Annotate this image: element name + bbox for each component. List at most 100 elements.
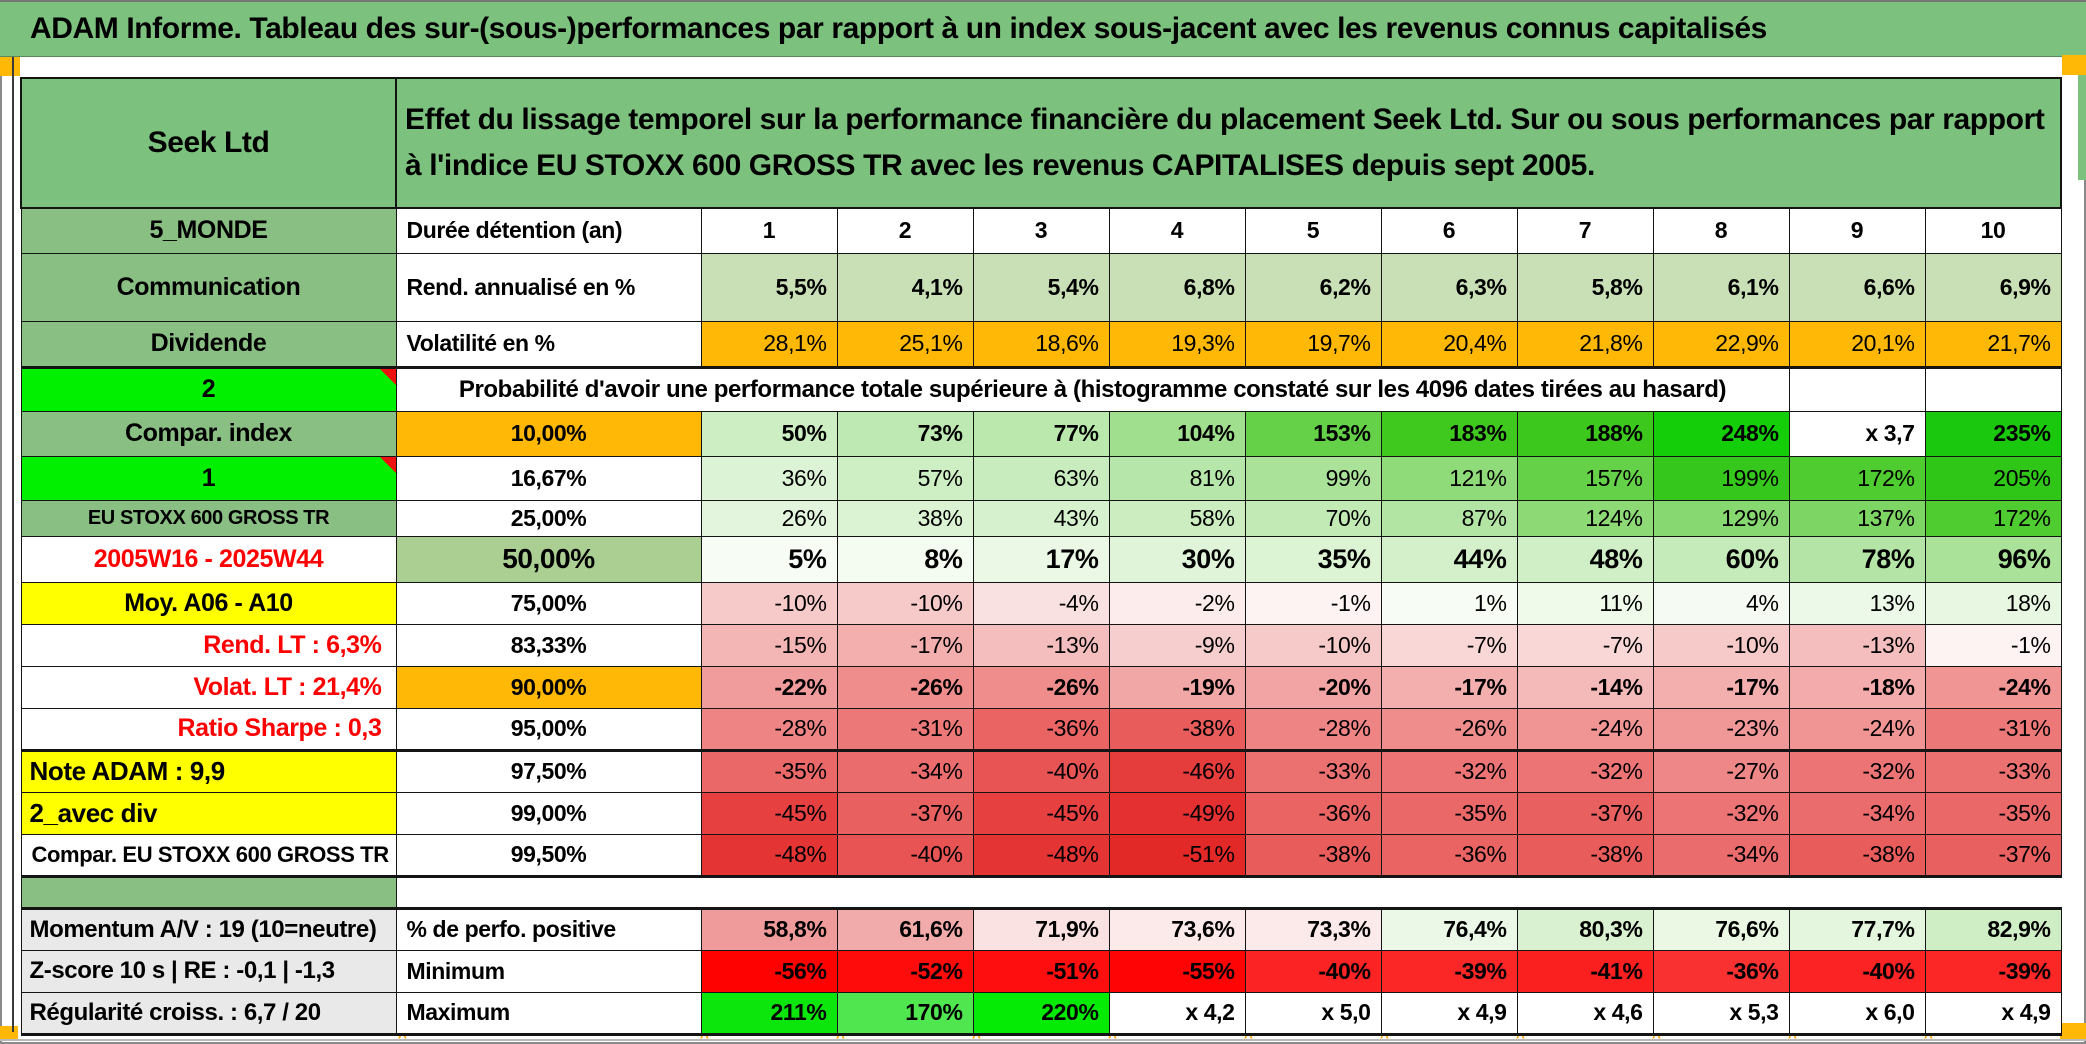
p16-cell-y8[interactable]: 199% — [1652, 455, 1790, 501]
p90-cell-y10[interactable]: -24% — [1924, 665, 2062, 709]
p16-cell-y3[interactable]: 63% — [972, 455, 1110, 501]
empty-cell[interactable] — [1924, 366, 2062, 412]
p75-cell-y5[interactable]: -1% — [1244, 581, 1382, 625]
p10-cell-y9[interactable]: x 3,7 — [1788, 410, 1926, 457]
rend-cell-y6[interactable]: 6,3% — [1380, 252, 1518, 322]
proba-label[interactable]: 2 — [20, 366, 397, 412]
p97-cell-y10[interactable]: -33% — [1924, 749, 2062, 793]
rend-cell-y7[interactable]: 5,8% — [1516, 252, 1654, 322]
p99-cell-y2[interactable]: -37% — [836, 791, 974, 835]
volatilite-cell-y8[interactable]: 22,9% — [1652, 320, 1790, 369]
volatilite-cell-y1[interactable]: 28,1% — [700, 320, 838, 369]
p90-cell-y8[interactable]: -17% — [1652, 665, 1790, 709]
volatilite-cell-y4[interactable]: 19,3% — [1108, 320, 1246, 369]
p97-cell-y8[interactable]: -27% — [1652, 749, 1790, 793]
p99-cell-y3[interactable]: -45% — [972, 791, 1110, 835]
p16-cell-y4[interactable]: 81% — [1108, 455, 1246, 501]
probability-caption-cell[interactable]: Probabilité d'avoir une performance tota… — [395, 366, 1790, 412]
p97-cell-y6[interactable]: -32% — [1380, 749, 1518, 793]
p83-cell-y6[interactable]: -7% — [1380, 623, 1518, 667]
p10-cell-y6[interactable]: 183% — [1380, 410, 1518, 457]
p25-cell-y7[interactable]: 124% — [1516, 499, 1654, 537]
momentum-cell-y9[interactable]: 77,7% — [1788, 906, 1926, 951]
zscore-cell-y8[interactable]: -36% — [1652, 949, 1790, 993]
p16-label[interactable]: 1 — [20, 455, 397, 501]
p16-cell-y5[interactable]: 99% — [1244, 455, 1382, 501]
momentum-cell-y8[interactable]: 76,6% — [1652, 906, 1790, 951]
p95-header[interactable]: 95,00% — [395, 707, 702, 752]
momentum-header[interactable]: % de perfo. positive — [395, 906, 702, 951]
p83-cell-y3[interactable]: -13% — [972, 623, 1110, 667]
p25-cell-y1[interactable]: 26% — [700, 499, 838, 537]
duree-cell-y6[interactable]: 6 — [1380, 207, 1518, 254]
empty-cell[interactable] — [1788, 366, 1926, 412]
p10-cell-y5[interactable]: 153% — [1244, 410, 1382, 457]
zscore-cell-y2[interactable]: -52% — [836, 949, 974, 993]
rend-cell-y3[interactable]: 5,4% — [972, 252, 1110, 322]
p10-cell-y4[interactable]: 104% — [1108, 410, 1246, 457]
p99-header[interactable]: 99,00% — [395, 791, 702, 835]
p16-cell-y1[interactable]: 36% — [700, 455, 838, 501]
rend-cell-y2[interactable]: 4,1% — [836, 252, 974, 322]
momentum-label[interactable]: Momentum A/V : 19 (10=neutre) — [20, 906, 397, 951]
p83-label[interactable]: Rend. LT : 6,3% — [20, 623, 397, 667]
p25-cell-y3[interactable]: 43% — [972, 499, 1110, 537]
zscore-cell-y3[interactable]: -51% — [972, 949, 1110, 993]
p25-label[interactable]: EU STOXX 600 GROSS TR — [20, 499, 397, 537]
duree-cell-y10[interactable]: 10 — [1924, 207, 2062, 254]
p75-label[interactable]: Moy. A06 - A10 — [20, 581, 397, 625]
p95-cell-y9[interactable]: -24% — [1788, 707, 1926, 752]
p50-cell-y2[interactable]: 8% — [836, 535, 974, 583]
p995-cell-y10[interactable]: -37% — [1924, 833, 2062, 878]
p97-cell-y5[interactable]: -33% — [1244, 749, 1382, 793]
p50-cell-y8[interactable]: 60% — [1652, 535, 1790, 583]
momentum-cell-y4[interactable]: 73,6% — [1108, 906, 1246, 951]
p97-cell-y4[interactable]: -46% — [1108, 749, 1246, 793]
p50-cell-y3[interactable]: 17% — [972, 535, 1110, 583]
zscore-cell-y4[interactable]: -55% — [1108, 949, 1246, 993]
p90-header[interactable]: 90,00% — [395, 665, 702, 709]
p25-cell-y4[interactable]: 58% — [1108, 499, 1246, 537]
p995-cell-y3[interactable]: -48% — [972, 833, 1110, 878]
p25-cell-y9[interactable]: 137% — [1788, 499, 1926, 537]
p97-cell-y7[interactable]: -32% — [1516, 749, 1654, 793]
p99-cell-y8[interactable]: -32% — [1652, 791, 1790, 835]
p995-cell-y7[interactable]: -38% — [1516, 833, 1654, 878]
volatilite-cell-y9[interactable]: 20,1% — [1788, 320, 1926, 369]
p16-cell-y6[interactable]: 121% — [1380, 455, 1518, 501]
duree-cell-y7[interactable]: 7 — [1516, 207, 1654, 254]
p90-cell-y5[interactable]: -20% — [1244, 665, 1382, 709]
p99-cell-y9[interactable]: -34% — [1788, 791, 1926, 835]
p75-cell-y7[interactable]: 11% — [1516, 581, 1654, 625]
p90-label[interactable]: Volat. LT : 21,4% — [20, 665, 397, 709]
p75-cell-y1[interactable]: -10% — [700, 581, 838, 625]
p10-label[interactable]: Compar. index — [20, 410, 397, 457]
zscore-cell-y6[interactable]: -39% — [1380, 949, 1518, 993]
duree-cell-y1[interactable]: 1 — [700, 207, 838, 254]
regularite-cell-y2[interactable]: 170% — [836, 991, 974, 1036]
regularite-header[interactable]: Maximum — [395, 991, 702, 1036]
p16-header[interactable]: 16,67% — [395, 455, 702, 501]
p16-cell-y7[interactable]: 157% — [1516, 455, 1654, 501]
p95-cell-y5[interactable]: -28% — [1244, 707, 1382, 752]
rend-cell-y5[interactable]: 6,2% — [1244, 252, 1382, 322]
p95-cell-y7[interactable]: -24% — [1516, 707, 1654, 752]
p25-cell-y5[interactable]: 70% — [1244, 499, 1382, 537]
momentum-cell-y3[interactable]: 71,9% — [972, 906, 1110, 951]
p95-cell-y6[interactable]: -26% — [1380, 707, 1518, 752]
rend-cell-y10[interactable]: 6,9% — [1924, 252, 2062, 322]
zscore-cell-y7[interactable]: -41% — [1516, 949, 1654, 993]
p75-cell-y8[interactable]: 4% — [1652, 581, 1790, 625]
regularite-cell-y8[interactable]: x 5,3 — [1652, 991, 1790, 1036]
rend-cell-y8[interactable]: 6,1% — [1652, 252, 1790, 322]
p50-label[interactable]: 2005W16 - 2025W44 — [20, 535, 397, 583]
p97-cell-y9[interactable]: -32% — [1788, 749, 1926, 793]
p995-cell-y5[interactable]: -38% — [1244, 833, 1382, 878]
p95-cell-y10[interactable]: -31% — [1924, 707, 2062, 752]
p25-cell-y6[interactable]: 87% — [1380, 499, 1518, 537]
p995-cell-y8[interactable]: -34% — [1652, 833, 1790, 878]
p10-cell-y8[interactable]: 248% — [1652, 410, 1790, 457]
separator-blank[interactable] — [396, 876, 2062, 908]
p83-cell-y7[interactable]: -7% — [1516, 623, 1654, 667]
p25-cell-y10[interactable]: 172% — [1924, 499, 2062, 537]
